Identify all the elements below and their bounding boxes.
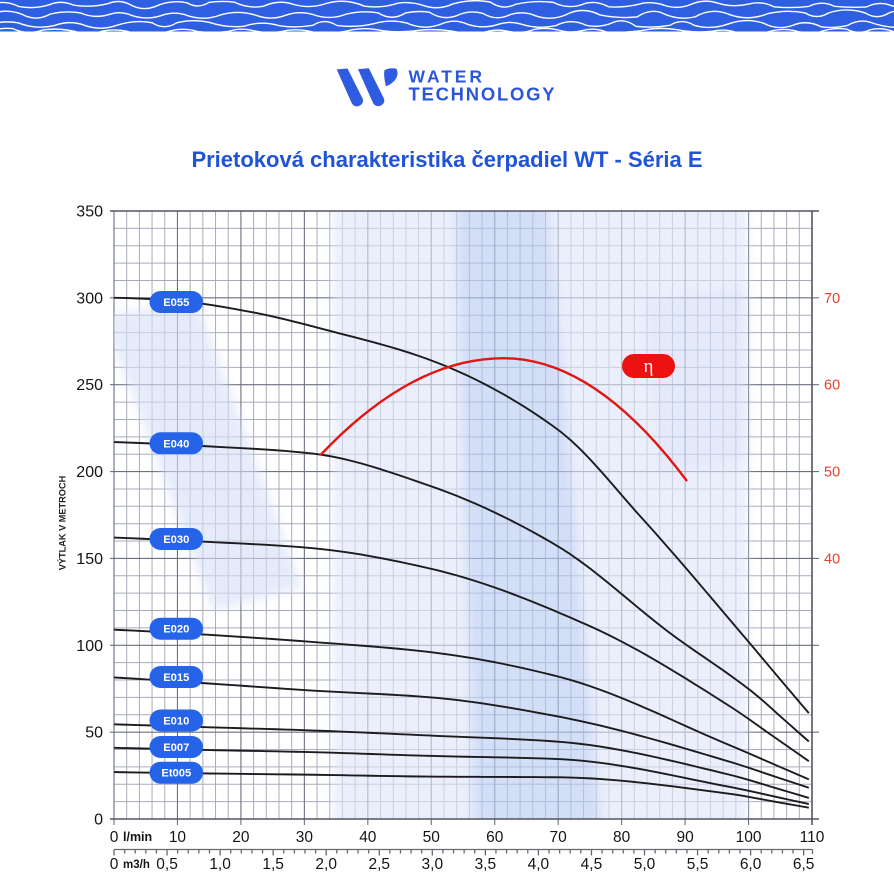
svg-text:3,5: 3,5 [475, 856, 497, 873]
svg-text:300: 300 [76, 290, 103, 307]
svg-text:60: 60 [486, 829, 504, 846]
svg-text:4,0: 4,0 [528, 856, 550, 873]
svg-text:100: 100 [76, 638, 103, 655]
svg-text:6,0: 6,0 [740, 856, 762, 873]
svg-text:0,5: 0,5 [156, 856, 178, 873]
svg-text:Prietoková charakteristika čer: Prietoková charakteristika čerpadiel WT … [191, 147, 702, 172]
svg-text:4,5: 4,5 [581, 856, 603, 873]
svg-text:1,5: 1,5 [262, 856, 284, 873]
svg-text:20: 20 [232, 829, 250, 846]
svg-text:50: 50 [85, 725, 103, 742]
svg-text:70: 70 [824, 291, 840, 307]
svg-text:0: 0 [110, 856, 119, 873]
svg-text:1,0: 1,0 [209, 856, 231, 873]
svg-text:2,5: 2,5 [368, 856, 390, 873]
svg-text:3,0: 3,0 [422, 856, 444, 873]
svg-text:10: 10 [169, 829, 187, 846]
svg-text:l/min: l/min [123, 830, 152, 844]
svg-text:70: 70 [550, 829, 568, 846]
svg-text:200: 200 [76, 464, 103, 481]
svg-text:30: 30 [296, 829, 314, 846]
svg-text:E007: E007 [163, 742, 189, 754]
svg-text:m3/h: m3/h [123, 859, 150, 871]
svg-text:150: 150 [76, 551, 103, 568]
svg-text:E040: E040 [163, 438, 189, 450]
svg-text:0: 0 [94, 812, 103, 829]
svg-text:E055: E055 [163, 297, 189, 309]
svg-text:80: 80 [613, 829, 631, 846]
svg-text:E010: E010 [163, 716, 189, 728]
svg-text:E020: E020 [163, 624, 189, 636]
svg-text:110: 110 [800, 829, 825, 846]
svg-text:350: 350 [76, 204, 103, 221]
svg-text:60: 60 [824, 378, 840, 394]
svg-text:E030: E030 [163, 534, 189, 546]
svg-text:η: η [644, 356, 654, 377]
svg-text:250: 250 [76, 377, 103, 394]
svg-text:50: 50 [423, 829, 441, 846]
svg-text:Et005: Et005 [161, 768, 191, 780]
svg-text:WATER: WATER [409, 66, 485, 86]
svg-text:40: 40 [824, 551, 840, 567]
svg-text:TECHNOLOGY: TECHNOLOGY [409, 83, 557, 104]
svg-text:E015: E015 [163, 672, 189, 684]
svg-text:100: 100 [736, 829, 762, 846]
svg-text:2,0: 2,0 [315, 856, 337, 873]
svg-text:5,5: 5,5 [687, 856, 709, 873]
svg-text:VÝTLAK V METROCH: VÝTLAK V METROCH [57, 475, 68, 570]
svg-text:6,5: 6,5 [793, 856, 815, 873]
svg-text:5,0: 5,0 [634, 856, 656, 873]
svg-text:50: 50 [824, 465, 840, 481]
svg-text:0: 0 [110, 829, 119, 846]
svg-text:90: 90 [676, 829, 694, 846]
svg-text:40: 40 [359, 829, 377, 846]
